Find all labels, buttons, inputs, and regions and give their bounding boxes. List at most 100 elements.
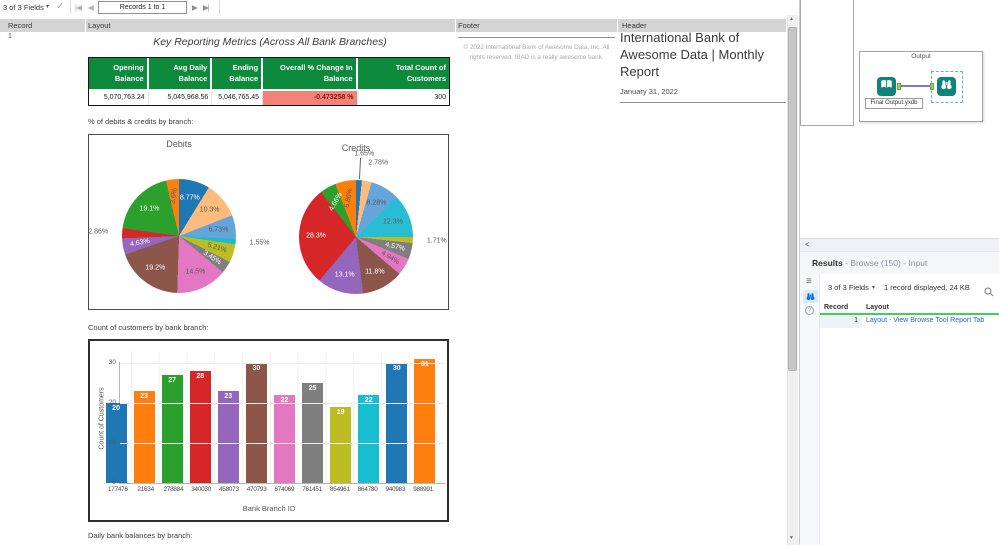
pie-percent-label: 19.1% — [139, 205, 160, 213]
bar-column: 28 — [188, 351, 212, 483]
scroll-up-icon[interactable]: ▲ — [789, 16, 794, 22]
pie-percent-label: 1.65% — [354, 150, 375, 158]
bar: 20 — [105, 403, 127, 483]
pie-percent-label: 8.77% — [179, 194, 200, 202]
bar-value-label: 23 — [224, 393, 233, 400]
bar-chart-x-axis-label: Bank Branch ID — [242, 504, 296, 513]
first-record-button[interactable]: |◀ — [75, 3, 82, 12]
y-tick-label: 20 — [108, 399, 116, 406]
credits-pie-chart: 1.65% 2.78% 8.28% 12.3% 1.71% 4.57% 4.94% 11.8%… — [299, 151, 447, 294]
browse-view-icon[interactable] — [803, 290, 818, 303]
fields-dropdown[interactable]: 3 of 3 Fields — [3, 3, 44, 12]
previous-record-button[interactable]: ◀ — [88, 3, 94, 12]
chevron-down-icon[interactable]: ▾ — [46, 4, 50, 10]
x-tick-label: 177476 — [107, 486, 128, 493]
book-icon — [879, 77, 894, 97]
column-header-header[interactable]: Header — [618, 19, 786, 32]
pie-percent-label: 4.57% — [384, 241, 406, 253]
pie-percent-label: 3.6% — [169, 188, 179, 205]
apply-check-icon[interactable]: ✓ — [56, 1, 65, 12]
results-title-context: - Browse (150) - Input — [842, 258, 928, 268]
y-tick-label: 30 — [108, 359, 116, 366]
toolbar-divider — [70, 1, 71, 14]
x-tick-label: 340030 — [191, 486, 212, 493]
column-header-record[interactable]: Record — [0, 19, 85, 32]
pie-percent-label: 2.78% — [368, 159, 389, 167]
pie-percent-label: 19.2% — [145, 264, 166, 272]
chevron-down-icon[interactable]: ▾ — [872, 285, 876, 291]
y-tick-label: 10 — [108, 439, 116, 446]
column-header-layout[interactable]: Layout — [86, 19, 455, 32]
results-row-link[interactable]: Layout - View Browse Tool Report Tab — [866, 317, 985, 324]
bar-value-label: 30 — [252, 365, 261, 372]
metrics-value-row: 5,070,763.24 5,045,968.56 5,046,765.45 -… — [89, 91, 449, 105]
table-row[interactable] — [820, 315, 862, 328]
bar-value-label: 28 — [196, 373, 205, 380]
record-range-box[interactable]: Records 1 to 1 — [98, 1, 187, 14]
results-icon-strip — [800, 274, 820, 545]
metrics-value-cell: 5,045,968.56 — [148, 91, 213, 105]
bar: 23 — [217, 391, 239, 483]
bar-chart: Count of Customers 20 23 27 28 23 30 22 25 19 22 3… — [88, 339, 449, 522]
bar: 30 — [386, 363, 408, 483]
footer-line-1: © 2022 International Bank of Awesome Dat… — [463, 44, 610, 51]
metrics-header-cell: Ending Balance — [212, 58, 264, 91]
pie-percent-label: 1.55% — [249, 239, 270, 247]
next-record-button[interactable]: ▶ — [192, 3, 198, 12]
bar: 25 — [302, 383, 324, 483]
results-column-layout[interactable]: Layout — [866, 304, 889, 311]
x-tick-label: 21634 — [137, 486, 154, 493]
footer-rule — [458, 37, 615, 38]
input-anchor[interactable] — [930, 83, 934, 90]
output-data-tool[interactable] — [877, 77, 896, 96]
scrollbar-thumb[interactable] — [788, 27, 797, 371]
header-rule — [620, 102, 786, 103]
pie-percent-label: 5.86% — [343, 187, 354, 209]
bar-series: 20 23 27 28 23 30 22 25 19 22 30 31 — [104, 351, 437, 483]
pie-percent-label: 1.71% — [426, 237, 447, 245]
results-fields-dropdown[interactable]: 3 of 3 Fields — [828, 283, 869, 292]
x-tick-label: 761451 — [302, 486, 323, 493]
pie-percent-label: 13.1% — [334, 271, 355, 279]
x-tick-label: 854961 — [329, 486, 350, 493]
list-view-icon[interactable]: ≡ — [806, 276, 812, 287]
metrics-header-row: Opening Balance Avg Daily Balance Ending… — [89, 58, 449, 91]
record-info-text: 1 record displayed, 24 KB — [884, 283, 970, 292]
panel-divider — [799, 0, 800, 545]
bar: 30 — [245, 363, 267, 483]
selection-outline — [931, 71, 963, 103]
collapse-panel-button[interactable]: < — [805, 240, 810, 249]
footer-line-2: rights reserved. IBAD is a really awesom… — [469, 53, 604, 61]
metrics-value-cell: 300 — [357, 91, 449, 105]
scroll-down-icon[interactable]: ▼ — [789, 535, 794, 541]
debits-pie-title: Debits — [166, 139, 192, 149]
debits-pie-chart: 8.77% 10.3% 6.73% 1.55% 5.21% 3.45% 14.5% 19.2%… — [88, 179, 269, 293]
output-anchor[interactable] — [897, 83, 901, 90]
results-title-label: Results — [812, 258, 843, 268]
x-tick-label: 940983 — [385, 486, 406, 493]
bar: 31 — [414, 359, 436, 483]
column-header-footer[interactable]: Footer — [456, 19, 617, 32]
gridline — [120, 443, 445, 444]
last-record-button[interactable]: ▶| — [203, 3, 210, 12]
results-collapse-bar — [800, 238, 999, 252]
bar-column: 19 — [329, 351, 353, 483]
tool-container-partial[interactable] — [800, 0, 854, 126]
bar-value-label: 23 — [140, 393, 148, 400]
y-tick-label: 0 — [112, 479, 116, 486]
x-tick-label: 988991 — [413, 486, 434, 493]
bar: 27 — [161, 375, 183, 483]
bar-column: 31 — [413, 351, 437, 483]
bar-value-label: 30 — [392, 365, 401, 372]
results-title: Results - Browse (150) - Input — [812, 258, 927, 268]
browse-tool[interactable] — [937, 77, 956, 96]
results-column-record[interactable]: Record — [824, 304, 849, 311]
help-icon[interactable]: ? — [805, 306, 814, 315]
bar-value-label: 22 — [364, 397, 373, 404]
pie-percent-label: 10.3% — [199, 206, 220, 214]
report-header-title: International Bank of Awesome Data | Mon… — [620, 30, 765, 79]
bar-value-label: 31 — [420, 361, 429, 368]
report-title: Key Reporting Metrics (Across All Bank B… — [153, 36, 387, 48]
search-icon[interactable] — [984, 284, 994, 302]
metrics-negative-value-cell: -0.473258 % — [263, 91, 358, 105]
